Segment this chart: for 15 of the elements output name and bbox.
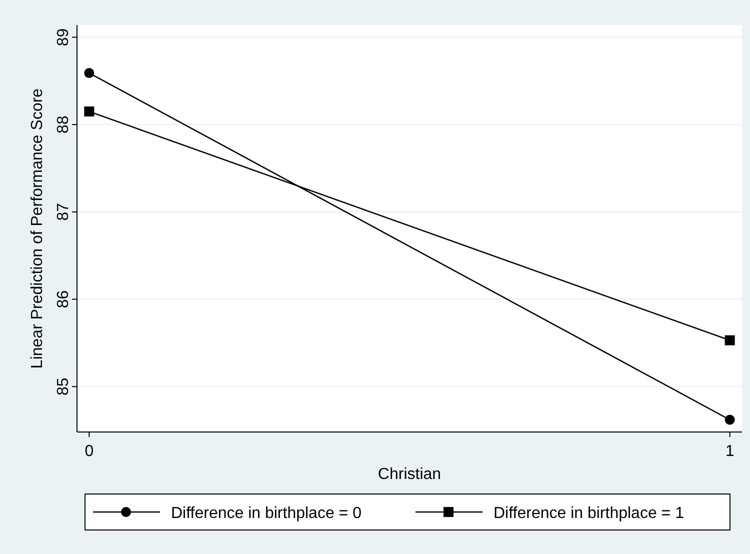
- y-axis-title: Linear Prediction of Performance Score: [29, 88, 46, 369]
- y-tick-label: 85: [55, 378, 72, 396]
- x-tick-label: 1: [725, 443, 734, 460]
- y-tick-label: 89: [55, 28, 72, 46]
- legend-label: Difference in birthplace = 1: [494, 505, 684, 522]
- point: [724, 335, 735, 346]
- legend-label: Difference in birthplace = 0: [171, 505, 362, 522]
- point: [84, 68, 94, 78]
- y-tick-label: 88: [55, 116, 72, 134]
- x-axis-title: Christian: [378, 466, 442, 483]
- point: [724, 414, 735, 425]
- x-tick-label: 0: [84, 443, 94, 460]
- y-tick-label: 86: [55, 290, 72, 308]
- point: [84, 106, 94, 116]
- y-tick-label: 87: [55, 202, 72, 221]
